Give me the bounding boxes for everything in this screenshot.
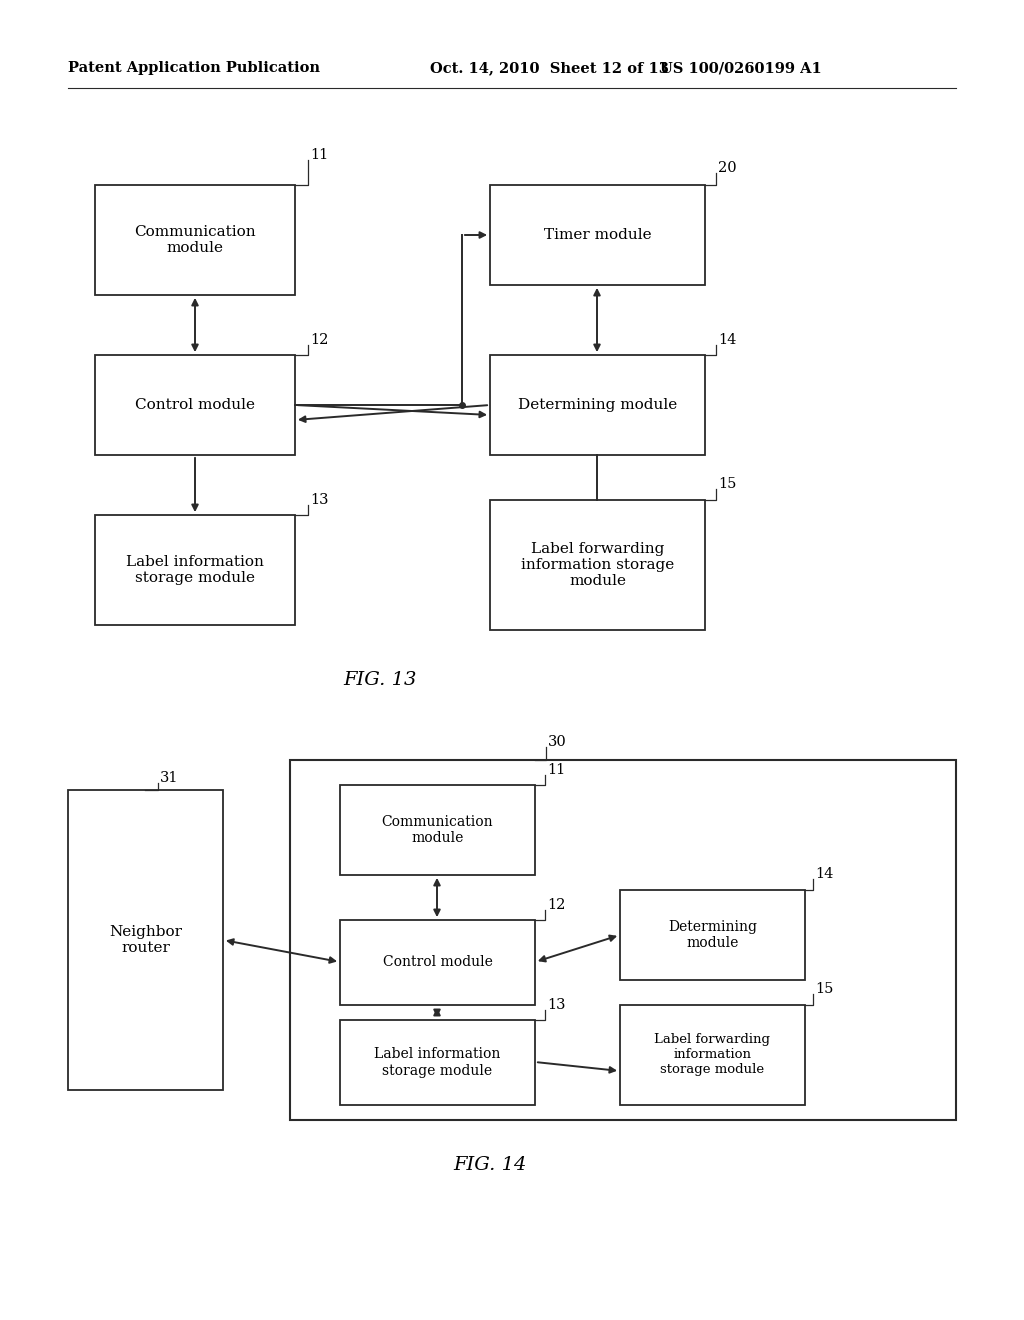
Text: Determining module: Determining module <box>518 399 677 412</box>
Text: 13: 13 <box>310 492 329 507</box>
Bar <box>290 760 956 1119</box>
Text: 20: 20 <box>718 161 736 176</box>
Text: 14: 14 <box>815 867 834 880</box>
Text: Oct. 14, 2010  Sheet 12 of 13: Oct. 14, 2010 Sheet 12 of 13 <box>430 61 669 75</box>
Bar <box>490 500 705 630</box>
Text: 12: 12 <box>310 333 329 347</box>
Text: FIG. 14: FIG. 14 <box>454 1156 526 1173</box>
Text: Control module: Control module <box>135 399 255 412</box>
Text: US 100/0260199 A1: US 100/0260199 A1 <box>660 61 821 75</box>
Bar <box>620 890 805 979</box>
Text: Timer module: Timer module <box>544 228 651 242</box>
Bar <box>340 920 535 1005</box>
Bar <box>95 355 295 455</box>
Bar <box>620 1005 805 1105</box>
Text: Determining
module: Determining module <box>668 920 757 950</box>
Text: Communication
module: Communication module <box>382 814 494 845</box>
Bar <box>490 185 705 285</box>
Text: 31: 31 <box>160 771 178 785</box>
Text: 15: 15 <box>718 477 736 491</box>
Text: 13: 13 <box>547 998 565 1012</box>
Bar <box>95 185 295 294</box>
Text: Label forwarding
information
storage module: Label forwarding information storage mod… <box>654 1034 770 1077</box>
Text: Label information
storage module: Label information storage module <box>375 1047 501 1077</box>
Text: 11: 11 <box>547 763 565 777</box>
Text: Communication
module: Communication module <box>134 224 256 255</box>
Bar <box>340 1020 535 1105</box>
Text: Control module: Control module <box>383 956 493 969</box>
Text: 12: 12 <box>547 898 565 912</box>
Text: Neighbor
router: Neighbor router <box>109 925 182 956</box>
Bar <box>68 789 223 1090</box>
Text: Label forwarding
information storage
module: Label forwarding information storage mod… <box>521 541 674 589</box>
Text: FIG. 13: FIG. 13 <box>343 671 417 689</box>
Bar <box>340 785 535 875</box>
Bar <box>95 515 295 624</box>
Text: 14: 14 <box>718 333 736 347</box>
Text: 15: 15 <box>815 982 834 997</box>
Text: Label information
storage module: Label information storage module <box>126 554 264 585</box>
Bar <box>490 355 705 455</box>
Text: Patent Application Publication: Patent Application Publication <box>68 61 319 75</box>
Text: 30: 30 <box>548 735 566 748</box>
Text: 11: 11 <box>310 148 329 162</box>
